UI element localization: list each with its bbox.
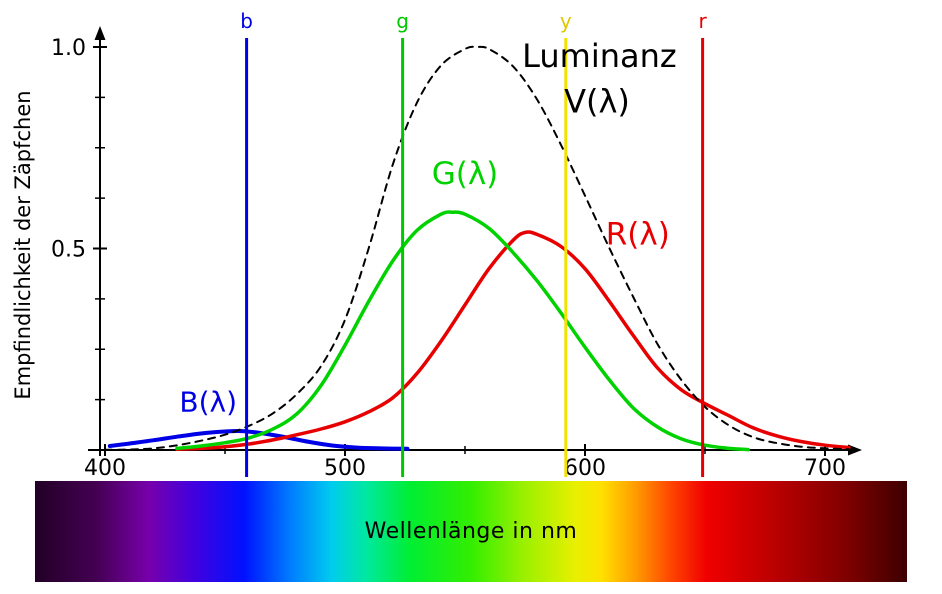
curve-G xyxy=(175,210,750,452)
vline-label-g: g xyxy=(396,9,409,33)
y-tick-label: 1.0 xyxy=(51,36,86,61)
y-axis-arrow xyxy=(94,26,106,40)
vline-label-b: b xyxy=(240,9,253,33)
curve-V xyxy=(104,45,850,451)
curve-B xyxy=(107,428,410,451)
annotation-b-lambda: B(λ) xyxy=(179,386,237,419)
curve-R xyxy=(175,230,851,451)
x-tick-label: 600 xyxy=(564,456,606,481)
x-tick-label: 400 xyxy=(84,456,126,481)
x-axis-caption: Wellenlänge in nm xyxy=(364,519,578,544)
annotation-r-lambda: R(λ) xyxy=(606,216,670,252)
annotation-g-lambda: G(λ) xyxy=(432,156,499,192)
x-tick-label: 500 xyxy=(324,456,366,481)
annotation-v-lambda: V(λ) xyxy=(564,82,630,120)
y-tick-label: 0.5 xyxy=(51,238,86,263)
y-axis-title: Empfindlichkeit der Zäpfchen xyxy=(11,90,35,399)
vline-label-r: r xyxy=(698,9,707,33)
spectrum-bar: Wellenlänge in nm xyxy=(35,481,907,582)
annotation-luminanz: Luminanz xyxy=(522,37,677,75)
x-axis-arrow xyxy=(848,444,862,456)
vline-label-y: y xyxy=(560,9,572,33)
x-tick-label: 700 xyxy=(804,456,846,481)
